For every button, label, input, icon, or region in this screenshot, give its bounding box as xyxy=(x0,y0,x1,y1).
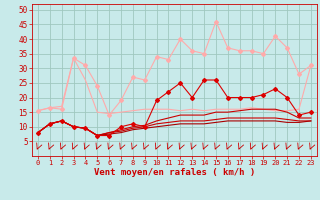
X-axis label: Vent moyen/en rafales ( km/h ): Vent moyen/en rafales ( km/h ) xyxy=(94,168,255,177)
